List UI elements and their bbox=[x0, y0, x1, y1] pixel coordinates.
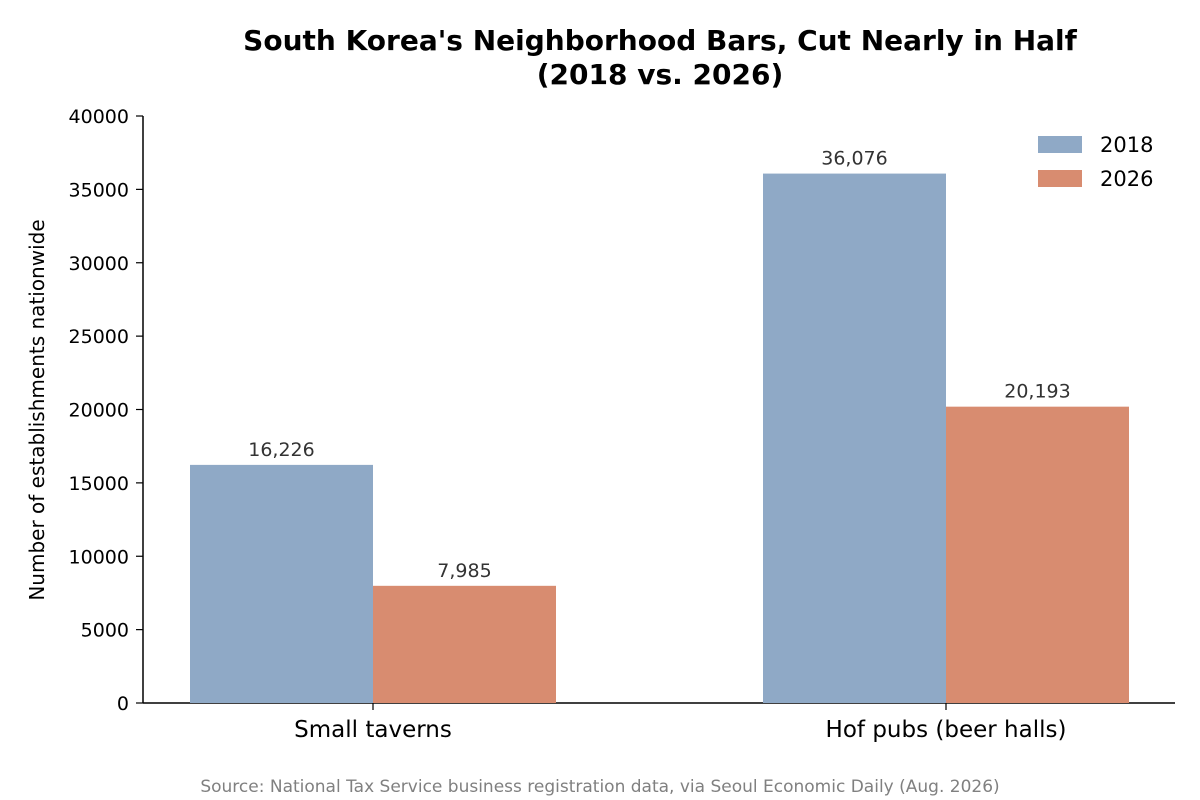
bar-2026-hof-pubs bbox=[946, 406, 1129, 703]
y-tick-label: 5000 bbox=[81, 620, 129, 642]
y-axis-label: Number of establishments nationwide bbox=[25, 219, 49, 600]
data-label: 7,985 bbox=[437, 560, 491, 582]
data-label: 20,193 bbox=[1004, 381, 1070, 403]
y-tick-label: 0 bbox=[117, 693, 129, 715]
legend-swatch-2018 bbox=[1038, 136, 1082, 153]
bar-2018-hof-pubs bbox=[763, 173, 946, 703]
legend: 2018 2026 bbox=[1038, 133, 1153, 191]
legend-label-2026: 2026 bbox=[1100, 167, 1153, 191]
y-tick-label: 40000 bbox=[69, 106, 129, 128]
y-tick-label: 30000 bbox=[69, 253, 129, 275]
y-tick-label: 10000 bbox=[69, 546, 129, 568]
data-label: 36,076 bbox=[821, 148, 887, 170]
bar-2026-small-taverns bbox=[373, 585, 556, 703]
y-axis: 0 5000 10000 15000 20000 25000 30000 35000 40000 bbox=[69, 106, 144, 715]
x-category-label: Small taverns bbox=[294, 717, 452, 743]
bars-group bbox=[190, 173, 1129, 703]
y-tick-label: 20000 bbox=[69, 400, 129, 422]
x-category-label: Hof pubs (beer halls) bbox=[826, 717, 1067, 743]
y-tick-label: 25000 bbox=[69, 326, 129, 348]
bar-2018-small-taverns bbox=[190, 464, 373, 703]
y-tick-label: 35000 bbox=[69, 179, 129, 201]
x-axis: Small taverns Hof pubs (beer halls) bbox=[143, 702, 1175, 743]
legend-swatch-2026 bbox=[1038, 170, 1082, 187]
data-labels-group: 16,226 7,985 36,076 20,193 bbox=[248, 148, 1070, 582]
source-note: Source: National Tax Service business re… bbox=[200, 777, 999, 797]
chart-subtitle: (2018 vs. 2026) bbox=[537, 58, 784, 91]
chart-title: South Korea's Neighborhood Bars, Cut Nea… bbox=[243, 24, 1077, 57]
legend-label-2018: 2018 bbox=[1100, 133, 1153, 157]
y-tick-label: 15000 bbox=[69, 473, 129, 495]
data-label: 16,226 bbox=[248, 439, 314, 461]
